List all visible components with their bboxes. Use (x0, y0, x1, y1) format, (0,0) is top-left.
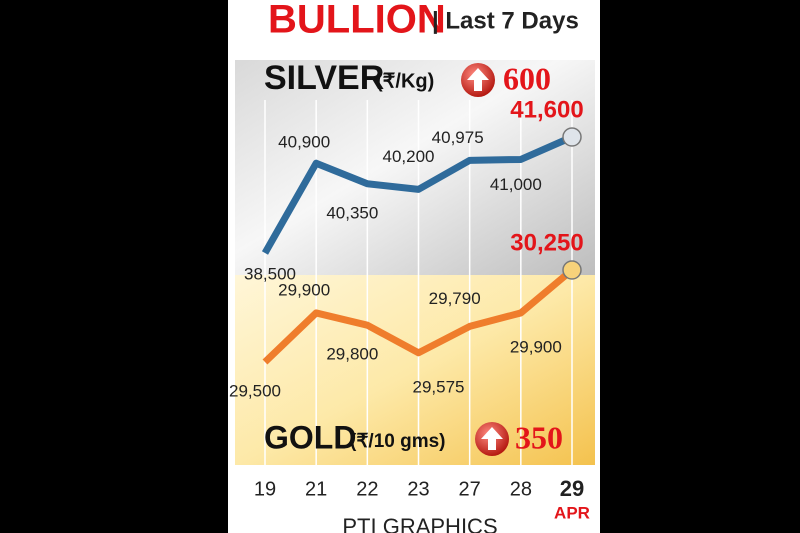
source: PTI GRAPHICS (342, 514, 497, 533)
gold-band (235, 275, 595, 465)
silver-label: SILVER (264, 59, 384, 97)
x-tick-label: 29 (560, 476, 584, 501)
value-label: 40,350 (326, 203, 378, 222)
x-tick-label: 19 (254, 478, 276, 500)
month-label: APR (554, 503, 590, 522)
x-tick-label: 22 (356, 478, 378, 500)
value-label: 41,000 (490, 175, 542, 194)
value-label: 40,900 (278, 133, 330, 152)
up-arrow (481, 427, 503, 450)
gold-change: 350 (515, 419, 563, 455)
value-label: 29,800 (326, 345, 378, 364)
value-label: 40,975 (432, 128, 484, 147)
series-line (262, 267, 575, 365)
end-marker (562, 127, 582, 147)
chart-title: BULLION (268, 0, 446, 42)
silver-unit: (₹/Kg) (376, 70, 434, 92)
x-tick-label: 28 (510, 478, 532, 500)
series-line (261, 133, 574, 255)
silver-change: 600 (503, 60, 551, 96)
end-marker (562, 260, 582, 280)
x-tick-label: 23 (407, 478, 429, 500)
value-label: 29,900 (510, 337, 562, 356)
gold-label: GOLD (264, 419, 356, 455)
value-label: 30,250 (510, 229, 583, 256)
up-arrow (467, 68, 489, 91)
value-label: 29,790 (429, 289, 481, 308)
x-tick-label: 21 (305, 478, 327, 500)
value-label: 41,600 (510, 96, 583, 123)
value-label: 29,900 (278, 280, 330, 299)
x-tick-label: 27 (459, 478, 481, 500)
value-label: 40,200 (383, 147, 435, 166)
value-label: 29,575 (413, 377, 465, 396)
value-label: 29,500 (229, 381, 281, 400)
chart-subtitle: | Last 7 Days (432, 7, 579, 34)
silver-band (235, 60, 595, 275)
value-label: 38,500 (244, 264, 296, 283)
gold-unit: (₹/10 gms) (350, 431, 446, 452)
